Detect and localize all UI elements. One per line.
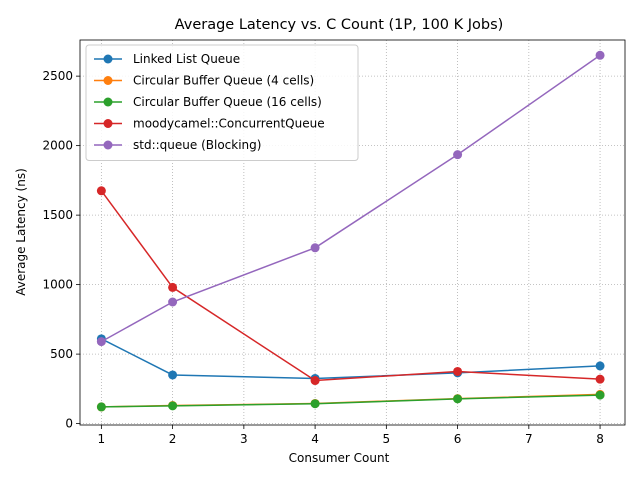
data-point [96, 186, 106, 196]
series-4 [96, 186, 605, 386]
legend-label: Circular Buffer Queue (4 cells) [133, 74, 314, 88]
x-tick-label: 5 [383, 432, 391, 446]
legend-label: Linked List Queue [133, 52, 240, 66]
y-tick-label: 0 [65, 417, 73, 431]
x-tick-label: 7 [525, 432, 533, 446]
y-tick-label: 2000 [42, 139, 73, 153]
x-axis-label: Consumer Count [289, 451, 390, 465]
data-point [310, 243, 320, 253]
legend-label: moodycamel::ConcurrentQueue [133, 117, 325, 131]
x-tick-label: 8 [596, 432, 604, 446]
legend-item: std::queue (Blocking) [94, 138, 261, 152]
legend-item: Circular Buffer Queue (4 cells) [94, 74, 314, 88]
x-tick-label: 6 [454, 432, 462, 446]
legend-label: std::queue (Blocking) [133, 138, 261, 152]
legend-swatch-marker [103, 76, 113, 85]
data-point [96, 402, 106, 412]
data-point [453, 394, 463, 404]
data-point [595, 50, 605, 60]
data-point [168, 297, 178, 307]
series-5 [96, 50, 605, 347]
series-layer [96, 50, 605, 412]
legend-item: Linked List Queue [94, 52, 240, 66]
y-tick-label: 500 [50, 347, 73, 361]
legend-label: Circular Buffer Queue (16 cells) [133, 95, 322, 109]
legend-swatch-marker [103, 54, 113, 64]
legend-swatch-marker [103, 97, 113, 107]
y-tick-label: 2500 [42, 69, 73, 83]
y-tick-label: 1000 [42, 278, 73, 292]
x-tick-label: 1 [98, 432, 106, 446]
data-point [595, 361, 605, 371]
legend-swatch-marker [103, 119, 113, 128]
plot-frame [79, 39, 626, 426]
data-point [168, 401, 178, 411]
legend-box [85, 44, 359, 161]
x-axis: 1 2 3 4 5 6 7 8 [98, 425, 604, 446]
data-point [310, 376, 320, 386]
x-tick-label: 3 [240, 432, 248, 446]
y-axis-label: Average Latency (ns) [14, 168, 28, 296]
y-tick-label: 1500 [42, 208, 73, 222]
data-point [168, 370, 178, 380]
y-axis: 0 500 1000 1500 2000 2500 [42, 69, 80, 431]
legend: Linked List Queue Circular Buffer Queue (… [85, 44, 359, 161]
x-tick-label: 4 [311, 432, 319, 446]
data-point [595, 374, 605, 384]
legend-item: Circular Buffer Queue (16 cells) [94, 95, 322, 109]
data-point [595, 390, 605, 400]
data-point [453, 150, 463, 160]
series-3 [96, 390, 605, 412]
data-point [310, 399, 320, 409]
x-tick-label: 2 [169, 432, 177, 446]
data-point [168, 282, 178, 292]
legend-swatch-marker [103, 140, 113, 150]
data-point [453, 366, 463, 376]
legend-item: moodycamel::ConcurrentQueue [94, 117, 325, 131]
chart-title: Average Latency vs. C Count (1P, 100 K J… [175, 17, 504, 33]
data-point [96, 337, 106, 347]
